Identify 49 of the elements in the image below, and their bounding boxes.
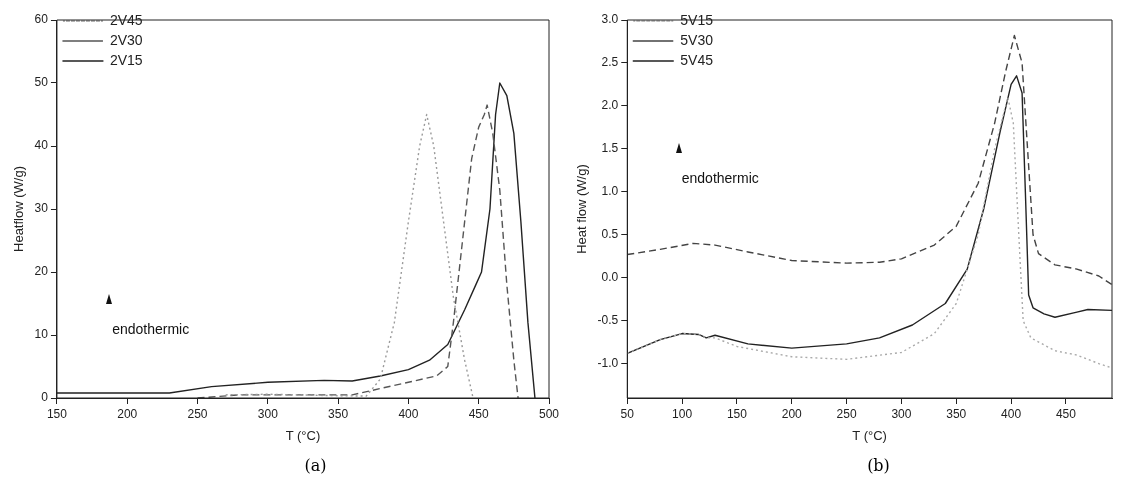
line-series	[224, 113, 474, 398]
x-tick-label: 500	[538, 406, 560, 421]
y-tick-label: 30	[34, 201, 49, 216]
x-tick-label: 450	[1055, 406, 1077, 421]
legend-label: 5V45	[680, 51, 714, 68]
y-tick-label: 1.5	[601, 141, 619, 156]
annotation: endothermic	[681, 169, 759, 186]
x-tick-label: 150	[46, 406, 68, 421]
x-tick-label: 150	[726, 406, 748, 421]
legend-label: 5V15	[680, 11, 714, 28]
y-axis-title: Heatflow (W/g)	[11, 166, 27, 252]
x-axis-title: T (°C)	[285, 427, 321, 443]
x-tick-label: 250	[836, 406, 857, 421]
x-tick-label: 200	[781, 406, 803, 421]
y-tick-label: -0.5	[597, 312, 619, 327]
y-tick-label: 0.0	[601, 270, 619, 285]
y-tick-label: 1.0	[601, 184, 619, 199]
x-tick-label: 300	[257, 406, 279, 421]
y-axis-title: Heat flow (W/g)	[574, 164, 590, 254]
y-tick-label: 60	[34, 12, 49, 27]
x-tick-label: 350	[328, 406, 349, 421]
x-tick-label: 100	[672, 406, 693, 421]
y-tick-label: 0.5	[601, 227, 619, 242]
legend-label: 5V30	[680, 31, 714, 48]
y-tick-label: -1.0	[597, 355, 619, 370]
x-tick-label: 400	[398, 406, 419, 421]
legend-label: 2V45	[109, 11, 143, 28]
y-tick-label: 2.5	[601, 55, 619, 70]
text: (b)	[866, 456, 891, 475]
legend-label: 2V30	[109, 31, 143, 48]
x-axis-title: T (°C)	[852, 427, 887, 443]
y-tick-label: 20	[34, 264, 49, 279]
x-tick-label: 300	[891, 406, 912, 421]
x-tick-label: 200	[117, 406, 138, 421]
y-tick-label: 2.0	[601, 98, 619, 113]
line-series	[627, 34, 1112, 286]
x-tick-label: 400	[1001, 406, 1022, 421]
x-tick-label: 250	[187, 406, 208, 421]
legend-label: 2V15	[109, 51, 143, 68]
x-tick-label: 50	[620, 406, 635, 421]
y-tick-label: 0	[41, 390, 49, 405]
y-tick-label: 50	[34, 75, 49, 90]
x-tick-label: 350	[946, 406, 967, 421]
y-tick-label: 3.0	[601, 12, 619, 27]
y-tick-label: 10	[34, 327, 49, 342]
x-tick-label: 450	[468, 406, 490, 421]
y-tick-label: 40	[34, 138, 49, 153]
annotation: endothermic	[112, 320, 190, 337]
text: (a)	[303, 456, 328, 475]
